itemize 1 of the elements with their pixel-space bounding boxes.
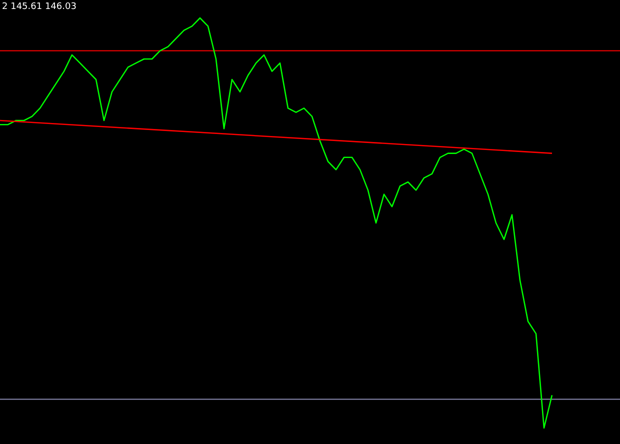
text: 2 145.61 146.03 xyxy=(2,2,76,12)
